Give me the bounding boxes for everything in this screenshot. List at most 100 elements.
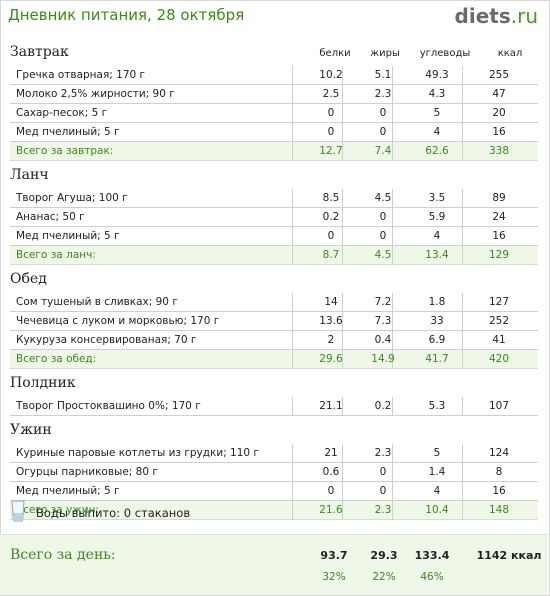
column-divider [462, 85, 463, 103]
food-name: Мед пчелиный; 5 г [16, 230, 120, 242]
fat-value: 7.2 [374, 296, 392, 308]
column-divider [342, 123, 343, 141]
section-total-row: Всего за ужин: 21.6 2.3 10.4 148 [10, 501, 538, 520]
food-row[interactable]: Ананас; 50 г 0.2 0 5.9 24 [10, 208, 538, 227]
food-name: Мед пчелиный; 5 г [16, 485, 120, 497]
protein-value: 10.2 [319, 69, 343, 81]
carbs-value: 10.4 [425, 504, 449, 516]
section-title: Завтрак [10, 44, 69, 60]
food-row[interactable]: Гречка отварная; 170 г 10.2 5.1 49.3 255 [10, 66, 538, 85]
carbs-value: 3.5 [428, 192, 446, 204]
col-header-protein: белки [319, 48, 351, 59]
column-divider [392, 501, 393, 519]
column-divider [292, 189, 293, 207]
column-divider [342, 350, 343, 368]
column-divider [392, 208, 393, 226]
carbs-value: 1.8 [428, 296, 446, 308]
column-divider [392, 463, 393, 481]
column-divider [342, 66, 343, 84]
column-divider [462, 331, 463, 349]
column-divider [392, 142, 393, 160]
column-divider [292, 331, 293, 349]
food-row[interactable]: Чечевица с луком и морковью; 170 г 13.6 7.… [10, 312, 538, 331]
food-row[interactable]: Молоко 2,5% жирности; 90 г 2.5 2.3 4.3 47 [10, 85, 538, 104]
fat-value: 0 [379, 230, 387, 242]
section-title: Ланч [10, 167, 49, 183]
food-name: Сахар-песок; 5 г [16, 107, 108, 119]
food-row[interactable]: Мед пчелиный; 5 г 0 0 4 16 [10, 482, 538, 501]
column-divider [292, 123, 293, 141]
kcal-value: 107 [488, 400, 510, 412]
column-divider [462, 142, 463, 160]
carbs-value: 1.4 [428, 466, 446, 478]
column-divider [462, 397, 463, 415]
water-value: 0 стаканов [123, 506, 191, 520]
column-divider [392, 189, 393, 207]
protein-value: 2 [327, 334, 335, 346]
column-divider [292, 85, 293, 103]
food-row[interactable]: Сахар-песок; 5 г 0 0 5 20 [10, 104, 538, 123]
food-row[interactable]: Сом тушеный в сливках; 90 г 14 7.2 1.8 127 [10, 293, 538, 312]
carbs-value: 13.4 [425, 249, 449, 261]
site-logo[interactable]: diets.ru [455, 4, 538, 28]
column-divider [342, 331, 343, 349]
section-title: Ужин [10, 422, 52, 438]
logo-main: diets [454, 4, 511, 28]
column-divider [292, 293, 293, 311]
carbs-value: 49.3 [425, 69, 449, 81]
carbs-value: 5.9 [428, 211, 446, 223]
kcal-value: 41 [492, 334, 506, 346]
food-row[interactable]: Мед пчелиный; 5 г 0 0 4 16 [10, 227, 538, 246]
column-divider [342, 501, 343, 519]
food-name: Творог Агуша; 100 г [16, 192, 128, 204]
protein-value: 0 [327, 107, 335, 119]
food-name: Гречка отварная; 170 г [16, 69, 146, 81]
kcal-value: 129 [488, 249, 510, 261]
section-total-row: Всего за ланч: 8.7 4.5 13.4 129 [10, 246, 538, 265]
column-divider [462, 208, 463, 226]
fat-value: 2.3 [374, 88, 392, 100]
column-divider [342, 85, 343, 103]
kcal-value: 16 [492, 126, 506, 138]
column-divider [342, 463, 343, 481]
column-divider [292, 463, 293, 481]
kcal-value: 16 [492, 485, 506, 497]
protein-value: 8.7 [322, 249, 340, 261]
column-divider [392, 227, 393, 245]
food-row[interactable]: Творог Агуша; 100 г 8.5 4.5 3.5 89 [10, 189, 538, 208]
kcal-value: 420 [488, 353, 510, 365]
protein-value: 0.2 [322, 211, 340, 223]
carbs-value: 5 [433, 447, 441, 459]
column-divider [342, 312, 343, 330]
column-divider [392, 85, 393, 103]
column-divider [292, 142, 293, 160]
protein-value: 0.6 [322, 466, 340, 478]
food-row[interactable]: Огурцы парниковые; 80 г 0.6 0 1.4 8 [10, 463, 538, 482]
food-row[interactable]: Куриные паровые котлеты из грудки; 110 г… [10, 444, 538, 463]
protein-value: 21.1 [319, 400, 343, 412]
food-name: Сом тушеный в сливках; 90 г [16, 296, 178, 308]
carbs-value: 4 [433, 126, 441, 138]
kcal-value: 255 [488, 69, 510, 81]
day-carbs-pct: 46% [420, 571, 444, 583]
food-row[interactable]: Мед пчелиный; 5 г 0 0 4 16 [10, 123, 538, 142]
total-label: Всего за завтрак: [16, 145, 114, 157]
fat-value: 4.5 [374, 249, 392, 261]
kcal-value: 16 [492, 230, 506, 242]
fat-value: 0 [379, 107, 387, 119]
column-divider [292, 104, 293, 122]
water-label: Воды выпито: [36, 506, 121, 520]
column-divider [462, 227, 463, 245]
food-row[interactable]: Творог Простоквашино 0%; 170 г 21.1 0.2 5.3… [10, 397, 538, 416]
carbs-value: 4 [433, 485, 441, 497]
section-title: Обед [10, 271, 47, 287]
section-total-row: Всего за обед: 29.6 14.9 41.7 420 [10, 350, 538, 369]
carbs-value: 6.9 [428, 334, 446, 346]
column-divider [462, 189, 463, 207]
column-divider [392, 397, 393, 415]
protein-value: 8.5 [322, 192, 340, 204]
column-divider [392, 331, 393, 349]
food-row[interactable]: Кукуруза консервированая; 70 г 2 0.4 6.9 41 [10, 331, 538, 350]
column-divider [342, 397, 343, 415]
kcal-value: 20 [492, 107, 506, 119]
